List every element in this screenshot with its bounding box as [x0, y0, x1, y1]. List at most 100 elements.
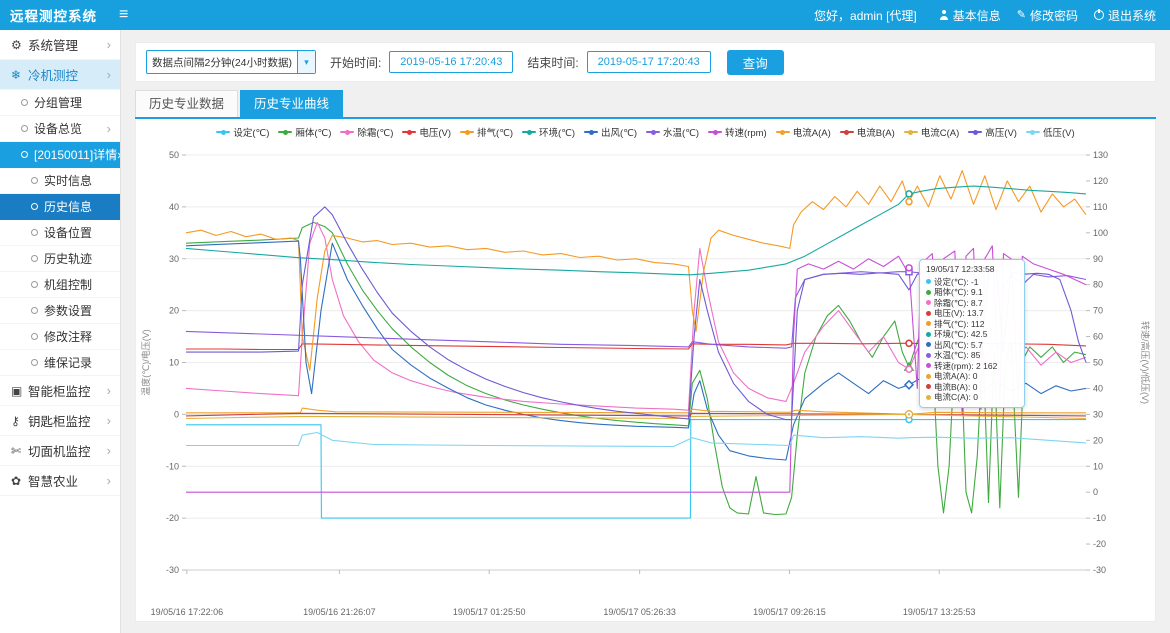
tooltip-value: 厢体(℃): 9.1 — [934, 287, 983, 298]
tooltip-row: 电流C(A): 0 — [926, 392, 1018, 403]
legend-marker — [460, 131, 474, 133]
legend-item-10[interactable]: 电流B(A) — [840, 125, 895, 139]
series-dot-icon — [926, 384, 931, 389]
legend-item-11[interactable]: 电流C(A) — [904, 125, 960, 139]
legend-item-8[interactable]: 转速(rpm) — [708, 125, 767, 139]
legend-marker — [904, 131, 918, 133]
legend-item-1[interactable]: 厢体(℃) — [278, 125, 331, 139]
svg-text:-20: -20 — [1093, 539, 1106, 549]
svg-text:120: 120 — [1093, 176, 1108, 186]
bullet-icon — [31, 177, 38, 184]
start-time-input[interactable] — [389, 51, 513, 73]
sidebar-item-device-20150011-detail[interactable]: [20150011]详情› — [0, 142, 120, 168]
sidebar-item-system-management[interactable]: ⚙系统管理› — [0, 30, 120, 60]
series-dot-icon — [926, 321, 931, 326]
sidebar-item-label: [20150011]详情 — [34, 146, 117, 163]
legend-label: 电流B(A) — [857, 125, 895, 139]
tooltip-value: 电流C(A): 0 — [934, 392, 978, 403]
sidebar-item-device-overview[interactable]: 设备总览› — [0, 116, 120, 142]
svg-text:19/05/17 01:25:50: 19/05/17 01:25:50 — [453, 607, 526, 617]
logout-link[interactable]: 退出系统 — [1094, 7, 1156, 24]
sidebar-item-smart-cabinet-monitor[interactable]: ▣智能柜监控› — [0, 376, 120, 406]
query-button[interactable]: 查询 — [727, 50, 784, 75]
series-dot-icon — [926, 363, 931, 368]
sidebar-item-maintenance-record[interactable]: 维保记录 — [0, 350, 120, 376]
legend-item-12[interactable]: 高压(V) — [968, 125, 1017, 139]
svg-text:30: 30 — [169, 254, 179, 264]
sidebar-item-label: 实时信息 — [44, 172, 92, 189]
sidebar-item-cooling-monitor[interactable]: ❄冷机测控› — [0, 60, 120, 90]
sidebar-item-group-management[interactable]: 分组管理 — [0, 90, 120, 116]
sidebar-item-modify-note[interactable]: 修改注释 — [0, 324, 120, 350]
svg-text:50: 50 — [1093, 358, 1103, 368]
sidebar-item-smart-agriculture[interactable]: ✿智慧农业› — [0, 466, 120, 496]
sidebar-item-unit-control[interactable]: 机组控制 — [0, 272, 120, 298]
sidebar-item-history-info[interactable]: 历史信息 — [0, 194, 120, 220]
legend-item-9[interactable]: 电流A(A) — [776, 125, 831, 139]
svg-text:0: 0 — [174, 409, 179, 419]
tooltip-row: 电压(V): 13.7 — [926, 308, 1018, 319]
legend-label: 电压(V) — [419, 125, 451, 139]
svg-text:19/05/17 09:26:15: 19/05/17 09:26:15 — [753, 607, 826, 617]
interval-select[interactable]: 数据点间隔2分钟(24小时数据) ▾ — [146, 50, 316, 74]
tooltip-row: 电流A(A): 0 — [926, 371, 1018, 382]
sidebar-item-label: 修改注释 — [44, 328, 92, 345]
end-time-input[interactable] — [587, 51, 711, 73]
legend-marker — [522, 131, 536, 133]
svg-text:20: 20 — [1093, 435, 1103, 445]
interval-select-value: 数据点间隔2分钟(24小时数据) — [147, 55, 297, 70]
basic-info-link[interactable]: 基本信息 — [939, 7, 1001, 24]
tooltip-row: 排气(℃): 112 — [926, 319, 1018, 330]
sidebar-item-param-settings[interactable]: 参数设置 — [0, 298, 120, 324]
header-right: 您好，admin [代理] 基本信息 ✎ 修改密码 退出系统 — [814, 7, 1170, 24]
sidebar-item-slicer-monitor[interactable]: ✄切面机监控› — [0, 436, 120, 466]
legend-marker — [646, 131, 660, 133]
bullet-icon — [21, 151, 28, 158]
series-dot-icon — [926, 353, 931, 358]
tab-history-curve[interactable]: 历史专业曲线 — [240, 90, 343, 117]
chevron-right-icon: › — [107, 68, 111, 81]
legend-label: 环境(℃) — [539, 125, 575, 139]
svg-text:40: 40 — [1093, 383, 1103, 393]
sidebar-item-label: 智能柜监控 — [28, 381, 91, 400]
sidebar-item-history-track[interactable]: 历史轨迹 — [0, 246, 120, 272]
svg-text:温度(℃)/电压(V): 温度(℃)/电压(V) — [140, 329, 151, 396]
tabstrip: 历史专业数据 历史专业曲线 — [135, 90, 1156, 119]
sidebar-item-device-location[interactable]: 设备位置 — [0, 220, 120, 246]
legend-label: 排气(℃) — [477, 125, 513, 139]
start-time-label: 开始时间: — [330, 54, 381, 71]
chevron-right-icon: › — [107, 38, 111, 51]
svg-text:-10: -10 — [1093, 513, 1106, 523]
change-password-link[interactable]: ✎ 修改密码 — [1017, 7, 1078, 24]
bullet-icon — [21, 125, 28, 132]
legend-item-5[interactable]: 环境(℃) — [522, 125, 575, 139]
sidebar-item-realtime-info[interactable]: 实时信息 — [0, 168, 120, 194]
power-icon — [1094, 10, 1104, 20]
bullet-icon — [31, 255, 38, 262]
legend-marker — [708, 131, 722, 133]
bullet-icon — [31, 307, 38, 314]
sidebar-item-label: 切面机监控 — [28, 441, 91, 460]
tooltip-row: 环境(℃): 42.5 — [926, 329, 1018, 340]
bullet-icon — [31, 203, 38, 210]
tab-history-data[interactable]: 历史专业数据 — [135, 90, 238, 117]
sidebar-item-label: 历史轨迹 — [44, 250, 92, 267]
series-dot-icon — [926, 395, 931, 400]
svg-text:70: 70 — [1093, 306, 1103, 316]
legend-item-4[interactable]: 排气(℃) — [460, 125, 513, 139]
legend-item-3[interactable]: 电压(V) — [402, 125, 451, 139]
legend-item-7[interactable]: 水温(℃) — [646, 125, 699, 139]
menu-toggle-icon[interactable]: ≡ — [119, 7, 128, 23]
legend-item-13[interactable]: 低压(V) — [1026, 125, 1075, 139]
tooltip-value: 环境(℃): 42.5 — [934, 329, 987, 340]
bullet-icon — [31, 359, 38, 366]
user-icon — [939, 10, 949, 20]
tooltip-row: 设定(℃): -1 — [926, 277, 1018, 288]
legend-item-2[interactable]: 除霜(℃) — [340, 125, 393, 139]
sidebar-item-label: 钥匙柜监控 — [28, 411, 91, 430]
bullet-icon — [31, 229, 38, 236]
legend-item-0[interactable]: 设定(℃) — [216, 125, 269, 139]
tooltip-value: 排气(℃): 112 — [934, 319, 984, 330]
sidebar-item-key-cabinet-monitor[interactable]: ⚷钥匙柜监控› — [0, 406, 120, 436]
legend-item-6[interactable]: 出风(℃) — [584, 125, 637, 139]
